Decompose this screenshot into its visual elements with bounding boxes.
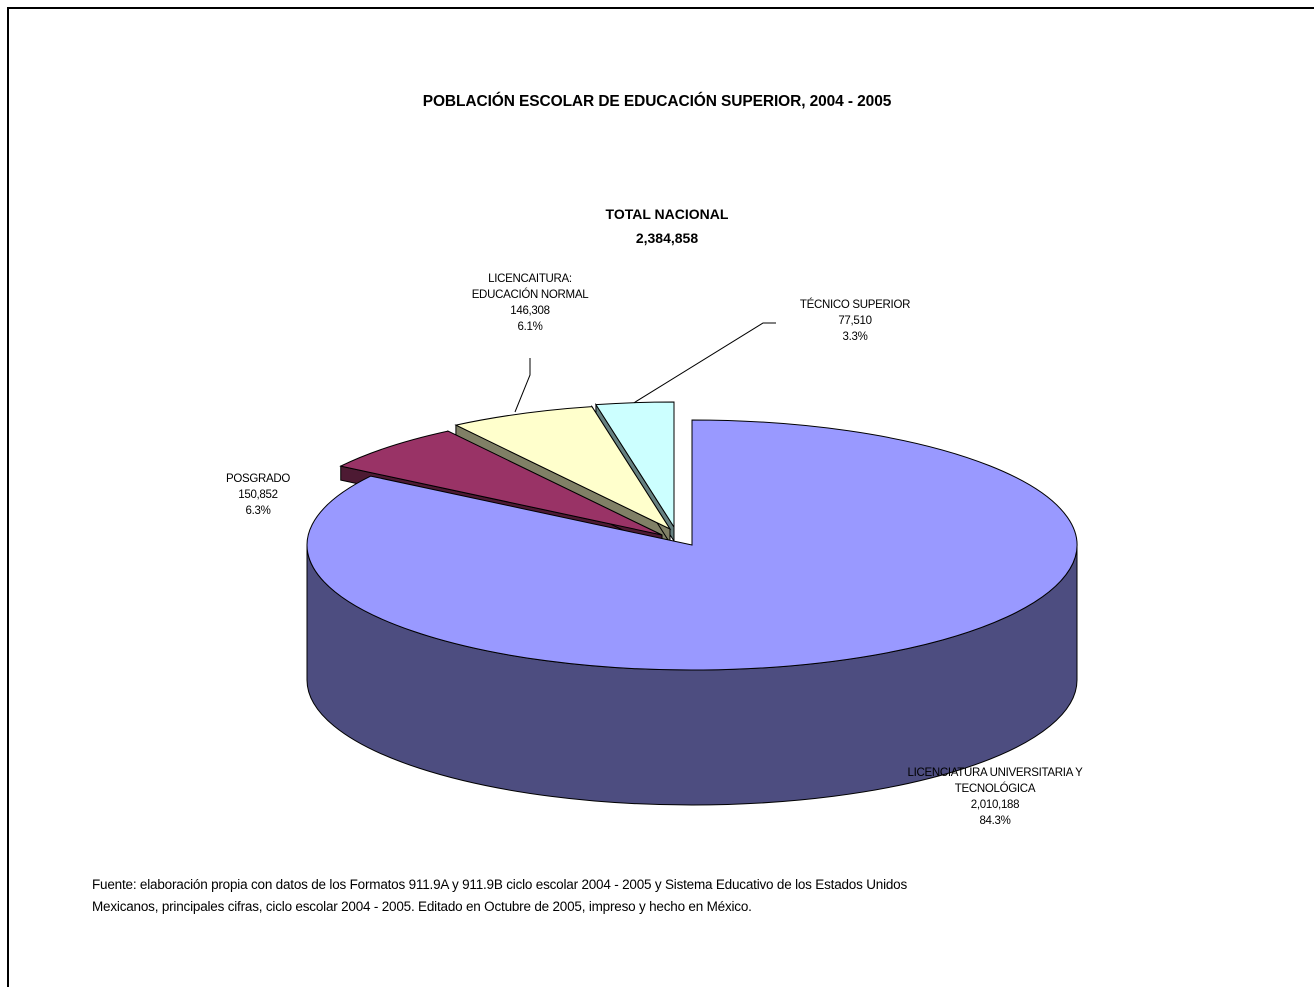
label-posgrado-name: POSGRADO: [225, 473, 291, 485]
slice-licenciatura: [306, 419, 1078, 806]
label-posgrado-value: 150,852: [238, 489, 278, 501]
label-licenciatura-name-2: TECNOLÓGICA: [954, 783, 1036, 795]
leader-line-normal: [514, 358, 531, 413]
label-licenciatura-percent: 84.3%: [979, 815, 1011, 827]
label-posgrado: POSGRADO 150,852 6.3%: [188, 471, 328, 519]
chart-frame: [7, 7, 1314, 987]
label-licenciatura-value: 2,010,188: [970, 799, 1020, 811]
label-posgrado-percent: 6.3%: [245, 505, 271, 517]
total-value: 2,384,858: [635, 230, 699, 246]
label-tecnico: TÉCNICO SUPERIOR 77,510 3.3%: [770, 297, 940, 345]
leader-line-tecnico: [631, 322, 776, 405]
label-tecnico-value: 77,510: [838, 315, 872, 327]
label-licenciatura: LICENCIATURA UNIVERSITARIA Y TECNOLÓGICA…: [880, 765, 1110, 829]
leader-lines: [514, 322, 776, 413]
label-licenciatura-name-1: LICENCIATURA UNIVERSITARIA Y: [907, 767, 1083, 779]
chart-title: POBLACIÓN ESCOLAR DE EDUCACIÓN SUPERIOR,…: [422, 93, 892, 110]
total-block: TOTAL NACIONAL 2,384,858: [557, 202, 777, 250]
label-normal-percent: 6.1%: [517, 321, 543, 333]
label-normal-name-1: LICENCAITURA:: [488, 273, 572, 285]
source-note: Fuente: elaboración propia con datos de …: [92, 877, 908, 914]
label-normal-name-2: EDUCACIÓN NORMAL: [471, 289, 589, 301]
label-tecnico-percent: 3.3%: [842, 331, 868, 343]
label-tecnico-name: TÉCNICO SUPERIOR: [799, 299, 911, 311]
label-normal: LICENCAITURA: EDUCACIÓN NORMAL 146,308 6…: [445, 271, 615, 335]
label-normal-value: 146,308: [510, 305, 550, 317]
total-label: TOTAL NACIONAL: [605, 206, 729, 222]
